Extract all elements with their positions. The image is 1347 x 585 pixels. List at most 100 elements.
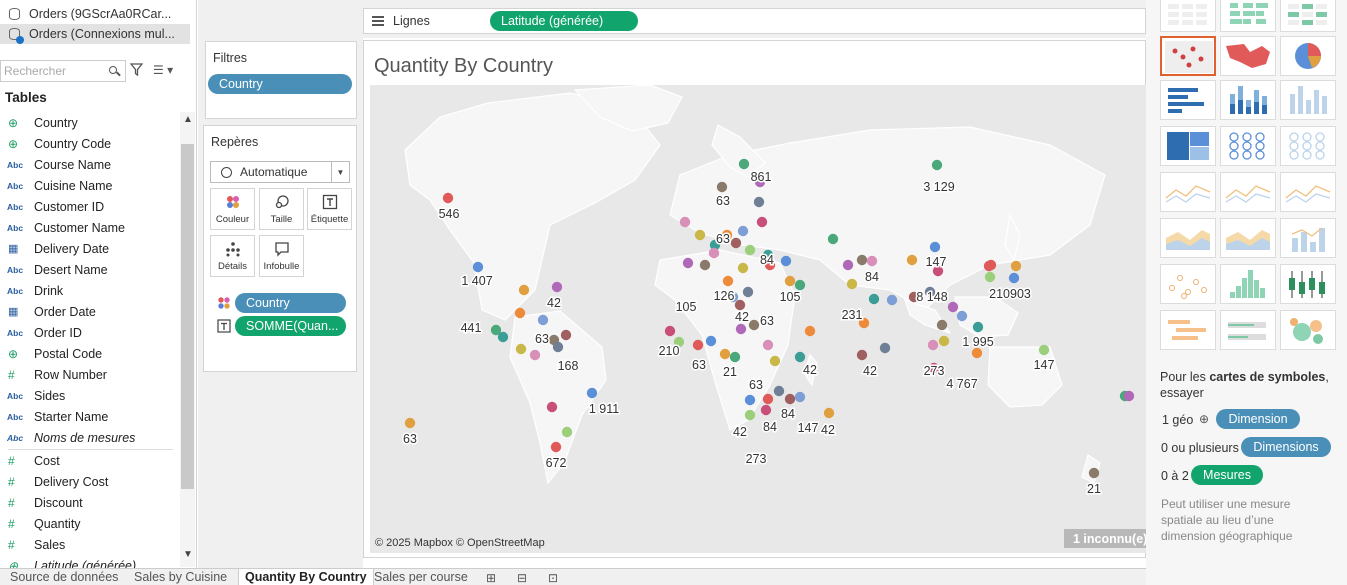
map-mark[interactable]	[908, 291, 920, 303]
chart-type-histogram[interactable]	[1220, 264, 1276, 304]
map-mark[interactable]	[560, 329, 572, 341]
field-item[interactable]: ⊕ Country Code	[0, 133, 178, 154]
rows-pill-latitude[interactable]: Latitude (générée)	[490, 11, 638, 31]
map-mark[interactable]	[561, 426, 573, 438]
new-story-icon[interactable]: ⊡	[548, 571, 559, 585]
map-mark[interactable]	[856, 254, 868, 266]
map-mark[interactable]	[719, 348, 731, 360]
map-mark[interactable]	[858, 317, 870, 329]
map-mark[interactable]	[730, 237, 742, 249]
map-mark[interactable]	[947, 301, 959, 313]
field-item[interactable]: Abc Customer Name	[0, 217, 178, 238]
tab-quantity-by-country[interactable]: Quantity By Country	[238, 569, 374, 585]
measure-item[interactable]: # Delivery Cost	[0, 471, 178, 492]
map-mark[interactable]	[744, 409, 756, 421]
new-worksheet-icon[interactable]: ⊞	[486, 571, 497, 585]
field-item[interactable]: Abc Order ID	[0, 322, 178, 343]
map-mark[interactable]	[794, 279, 806, 291]
map-mark[interactable]	[737, 225, 749, 237]
map-mark[interactable]	[769, 355, 781, 367]
field-item[interactable]: ▦ Order Date	[0, 301, 178, 322]
chart-type-heat-map[interactable]	[1220, 0, 1276, 32]
chart-type-side-by-side-bars[interactable]	[1280, 80, 1336, 120]
map-mark[interactable]	[586, 387, 598, 399]
map-mark[interactable]	[748, 319, 760, 331]
tab-sales-by-cuisine[interactable]: Sales by Cuisine	[134, 570, 228, 584]
map-mark[interactable]	[529, 349, 541, 361]
map-mark[interactable]	[694, 229, 706, 241]
map-mark[interactable]	[490, 324, 502, 336]
scroll-up-icon[interactable]: ▲	[183, 114, 193, 125]
map-mark[interactable]	[823, 407, 835, 419]
map-mark[interactable]	[804, 325, 816, 337]
scroll-thumb[interactable]	[181, 144, 194, 489]
chart-type-dual-lines[interactable]	[1280, 172, 1336, 212]
map-mark[interactable]	[927, 339, 939, 351]
map-mark[interactable]	[842, 259, 854, 271]
map-mark[interactable]	[956, 310, 968, 322]
chart-type-stacked-bars[interactable]	[1220, 80, 1276, 120]
view-options-icon[interactable]: ☰ ▾	[153, 63, 174, 77]
map-mark[interactable]	[924, 286, 936, 298]
map-mark[interactable]	[762, 249, 774, 261]
map-mark[interactable]	[546, 401, 558, 413]
map-mark[interactable]	[550, 441, 562, 453]
map-mark[interactable]	[762, 393, 774, 405]
size-button[interactable]: Taille	[259, 188, 304, 230]
map-mark[interactable]	[938, 335, 950, 347]
detail-button[interactable]: Détails	[210, 235, 255, 277]
chart-type-lines-discrete[interactable]	[1220, 172, 1276, 212]
map-mark[interactable]	[673, 336, 685, 348]
tooltip-button[interactable]: Infobulle	[259, 235, 304, 277]
map-mark[interactable]	[552, 341, 564, 353]
map-mark[interactable]	[729, 351, 741, 363]
map-mark[interactable]	[983, 260, 995, 272]
search-icon[interactable]	[109, 65, 121, 77]
map-mark[interactable]	[866, 255, 878, 267]
chart-type-text-table[interactable]	[1160, 0, 1216, 32]
new-dashboard-icon[interactable]: ⊟	[517, 571, 528, 585]
measure-item[interactable]: # Quantity	[0, 513, 178, 534]
map-mark[interactable]	[753, 196, 765, 208]
map-mark[interactable]	[442, 192, 454, 204]
map-mark[interactable]	[932, 265, 944, 277]
chart-type-highlight-table[interactable]	[1280, 0, 1336, 32]
chart-type-treemap[interactable]	[1160, 126, 1216, 166]
map-mark[interactable]	[514, 307, 526, 319]
map-mark[interactable]	[742, 286, 754, 298]
map-mark[interactable]	[716, 181, 728, 193]
chart-type-bullet-graph[interactable]	[1220, 310, 1276, 350]
measure-item[interactable]: # Discount	[0, 492, 178, 513]
field-list-scrollbar[interactable]: ▲ ▼	[180, 112, 195, 567]
map-mark[interactable]	[515, 343, 527, 355]
filter-pill-country[interactable]: Country	[208, 74, 352, 94]
map-mark[interactable]	[537, 314, 549, 326]
map-mark[interactable]	[928, 362, 940, 374]
unknown-locations-indicator[interactable]: 1 inconnu(e)	[1064, 529, 1149, 548]
search-input[interactable]: Rechercher	[0, 60, 126, 82]
map-mark[interactable]	[721, 229, 733, 241]
tab-sales-per-course[interactable]: Sales per course	[374, 570, 468, 584]
map-mark[interactable]	[551, 281, 563, 293]
rows-shelf[interactable]: Lignes	[363, 8, 1146, 34]
field-item[interactable]: # Row Number	[0, 364, 178, 385]
field-item[interactable]: Abc Starter Name	[0, 406, 178, 427]
chart-type-symbol-map[interactable]	[1160, 36, 1216, 76]
map-mark[interactable]	[1038, 344, 1050, 356]
chart-type-gantt[interactable]	[1160, 310, 1216, 350]
color-button[interactable]: Couleur	[210, 188, 255, 230]
map-mark[interactable]	[784, 275, 796, 287]
map-mark[interactable]	[664, 325, 676, 337]
map-mark[interactable]	[404, 417, 416, 429]
map-mark[interactable]	[472, 261, 484, 273]
field-item[interactable]: Abc Customer ID	[0, 196, 178, 217]
map-mark[interactable]	[936, 319, 948, 331]
chevron-down-icon[interactable]: ▼	[331, 162, 349, 182]
field-item[interactable]: Abc Drink	[0, 280, 178, 301]
tab-data-source[interactable]: Source de données	[10, 570, 119, 584]
field-item[interactable]: ⊕ Country	[0, 112, 178, 133]
field-item[interactable]: ⊕ Postal Code	[0, 343, 178, 364]
map-mark[interactable]	[773, 385, 785, 397]
datasource-item[interactable]: Orders (9GScrAa0RCar...	[0, 4, 190, 24]
map-mark[interactable]	[846, 278, 858, 290]
